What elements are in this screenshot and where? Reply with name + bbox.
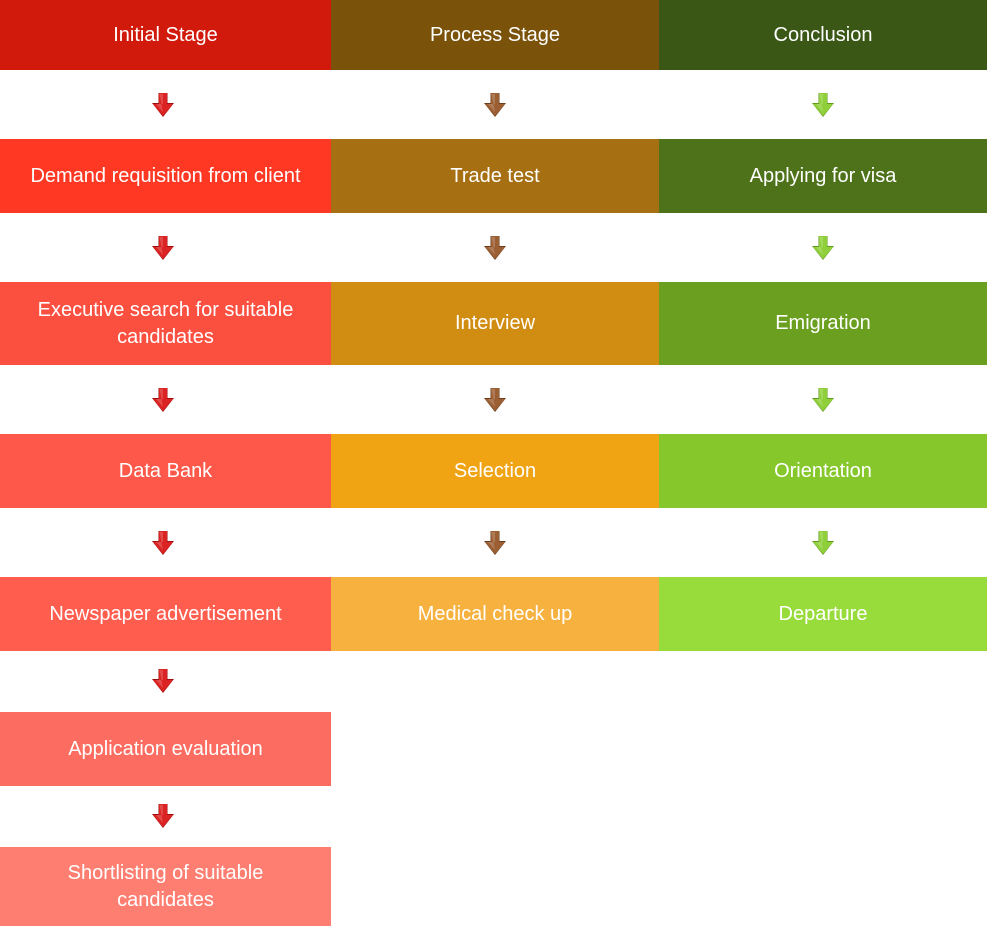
initial-stage-header: Initial Stage bbox=[0, 0, 331, 70]
down-arrow-icon bbox=[148, 801, 178, 831]
step-interview: Interview bbox=[331, 282, 659, 365]
step-departure: Departure bbox=[659, 577, 987, 651]
step-demand-requisition: Demand requisition from client bbox=[0, 139, 331, 213]
down-arrow-icon bbox=[480, 90, 510, 120]
down-arrow-icon bbox=[148, 528, 178, 558]
down-arrow-icon bbox=[148, 90, 178, 120]
down-arrow-icon bbox=[808, 233, 838, 263]
down-arrow-icon bbox=[480, 233, 510, 263]
down-arrow-icon bbox=[148, 233, 178, 263]
step-emigration: Emigration bbox=[659, 282, 987, 365]
step-data-bank: Data Bank bbox=[0, 434, 331, 508]
down-arrow-icon bbox=[148, 385, 178, 415]
step-applying-for-visa: Applying for visa bbox=[659, 139, 987, 213]
conclusion-header: Conclusion bbox=[659, 0, 987, 70]
step-selection: Selection bbox=[331, 434, 659, 508]
down-arrow-icon bbox=[808, 385, 838, 415]
step-medical-check-up: Medical check up bbox=[331, 577, 659, 651]
step-executive-search: Executive search for suitable candidates bbox=[0, 282, 331, 365]
down-arrow-icon bbox=[480, 385, 510, 415]
down-arrow-icon bbox=[808, 90, 838, 120]
down-arrow-icon bbox=[148, 666, 178, 696]
down-arrow-icon bbox=[808, 528, 838, 558]
step-shortlisting: Shortlisting of suitable candidates bbox=[0, 847, 331, 926]
down-arrow-icon bbox=[480, 528, 510, 558]
step-orientation: Orientation bbox=[659, 434, 987, 508]
process-stage-header: Process Stage bbox=[331, 0, 659, 70]
step-application-evaluation: Application evaluation bbox=[0, 712, 331, 786]
step-trade-test: Trade test bbox=[331, 139, 659, 213]
step-newspaper-advertisement: Newspaper advertisement bbox=[0, 577, 331, 651]
